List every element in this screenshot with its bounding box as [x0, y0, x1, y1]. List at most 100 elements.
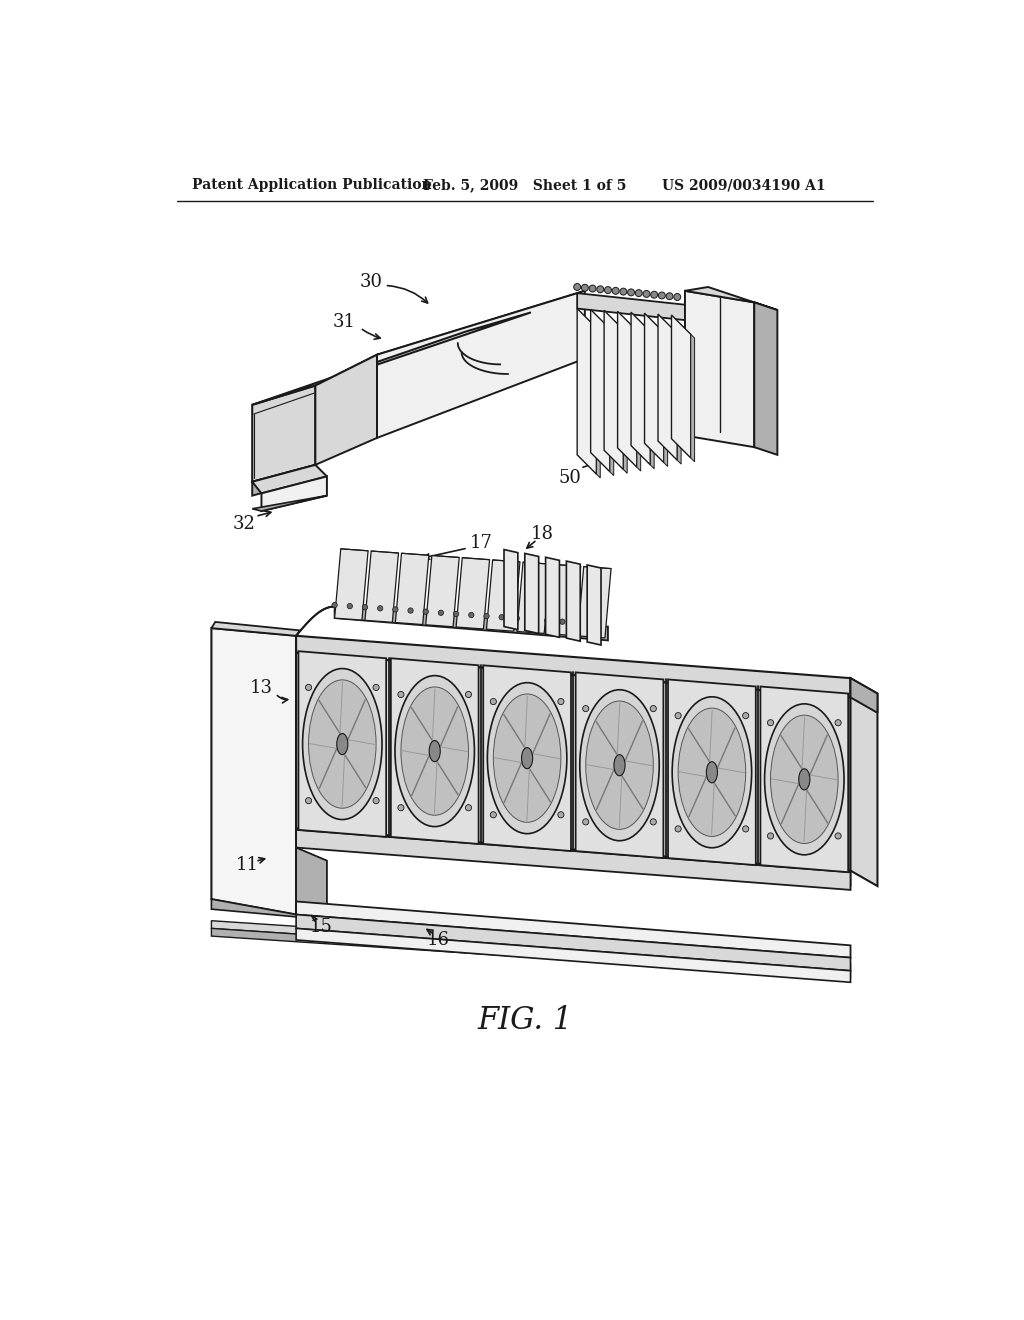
Circle shape	[362, 605, 368, 610]
Polygon shape	[637, 330, 641, 471]
Circle shape	[469, 612, 474, 618]
Polygon shape	[631, 313, 650, 465]
Circle shape	[545, 618, 550, 623]
Polygon shape	[578, 293, 685, 321]
Circle shape	[454, 611, 459, 616]
Ellipse shape	[395, 676, 474, 826]
Text: Feb. 5, 2009   Sheet 1 of 5: Feb. 5, 2009 Sheet 1 of 5	[423, 178, 627, 193]
Circle shape	[658, 292, 666, 298]
Polygon shape	[624, 330, 628, 474]
Circle shape	[650, 292, 657, 298]
Circle shape	[398, 692, 404, 697]
Circle shape	[378, 606, 383, 611]
Polygon shape	[685, 290, 755, 447]
Polygon shape	[211, 622, 300, 636]
Polygon shape	[668, 680, 756, 865]
Polygon shape	[426, 556, 459, 627]
Ellipse shape	[799, 768, 810, 789]
Circle shape	[589, 285, 596, 292]
Circle shape	[628, 289, 635, 296]
Text: 31: 31	[333, 313, 356, 330]
Circle shape	[590, 622, 596, 627]
Circle shape	[465, 692, 472, 697]
Circle shape	[465, 805, 472, 810]
Circle shape	[558, 698, 564, 705]
Ellipse shape	[401, 686, 469, 816]
Ellipse shape	[302, 668, 382, 820]
Circle shape	[583, 705, 589, 711]
Ellipse shape	[614, 755, 625, 776]
Polygon shape	[252, 313, 531, 405]
Ellipse shape	[580, 690, 659, 841]
Polygon shape	[566, 561, 581, 642]
Text: Patent Application Publication: Patent Application Publication	[193, 178, 432, 193]
Polygon shape	[596, 327, 600, 478]
Polygon shape	[211, 928, 851, 978]
Ellipse shape	[521, 747, 532, 768]
Polygon shape	[483, 665, 571, 851]
Ellipse shape	[487, 682, 567, 834]
Text: 32: 32	[233, 515, 256, 533]
Circle shape	[373, 684, 379, 690]
Polygon shape	[365, 550, 398, 622]
Text: 50: 50	[558, 469, 581, 487]
Text: FIG. 1: FIG. 1	[477, 1006, 572, 1036]
Polygon shape	[335, 607, 608, 640]
Circle shape	[490, 812, 497, 818]
Circle shape	[490, 698, 497, 705]
Text: 18: 18	[531, 525, 554, 543]
Polygon shape	[391, 659, 478, 843]
Polygon shape	[296, 830, 851, 886]
Ellipse shape	[765, 704, 844, 855]
Polygon shape	[315, 355, 377, 465]
Circle shape	[612, 288, 620, 294]
Circle shape	[582, 284, 589, 292]
Ellipse shape	[429, 741, 440, 762]
Polygon shape	[456, 557, 489, 630]
Circle shape	[408, 609, 414, 614]
Polygon shape	[575, 672, 664, 858]
Circle shape	[499, 615, 505, 620]
Circle shape	[767, 719, 773, 726]
Polygon shape	[335, 549, 368, 620]
Polygon shape	[691, 334, 694, 462]
Circle shape	[620, 288, 627, 296]
Circle shape	[373, 797, 379, 804]
Polygon shape	[761, 686, 848, 873]
Text: 13: 13	[250, 680, 273, 697]
Circle shape	[398, 805, 404, 810]
Circle shape	[650, 818, 656, 825]
Ellipse shape	[494, 694, 561, 822]
Circle shape	[514, 615, 519, 620]
Polygon shape	[504, 549, 518, 630]
Polygon shape	[298, 651, 386, 837]
Circle shape	[347, 603, 352, 609]
Polygon shape	[296, 847, 327, 927]
Polygon shape	[252, 385, 315, 482]
Polygon shape	[755, 302, 777, 455]
Polygon shape	[650, 331, 654, 469]
Polygon shape	[578, 566, 611, 638]
Circle shape	[835, 719, 841, 726]
Text: 30: 30	[359, 273, 382, 290]
Text: 15: 15	[310, 917, 333, 936]
Ellipse shape	[678, 708, 745, 837]
Ellipse shape	[337, 734, 348, 755]
Polygon shape	[296, 636, 851, 697]
Circle shape	[305, 684, 311, 690]
Circle shape	[643, 290, 650, 297]
Circle shape	[483, 614, 489, 619]
Circle shape	[767, 833, 773, 840]
Text: 11: 11	[237, 857, 259, 874]
Polygon shape	[486, 560, 520, 631]
Polygon shape	[672, 315, 691, 458]
Circle shape	[392, 607, 398, 612]
Polygon shape	[851, 678, 878, 713]
Circle shape	[604, 286, 611, 293]
Polygon shape	[296, 653, 851, 871]
Polygon shape	[315, 290, 585, 385]
Circle shape	[560, 619, 565, 624]
Circle shape	[438, 610, 443, 615]
Polygon shape	[851, 678, 878, 886]
Polygon shape	[395, 553, 429, 624]
